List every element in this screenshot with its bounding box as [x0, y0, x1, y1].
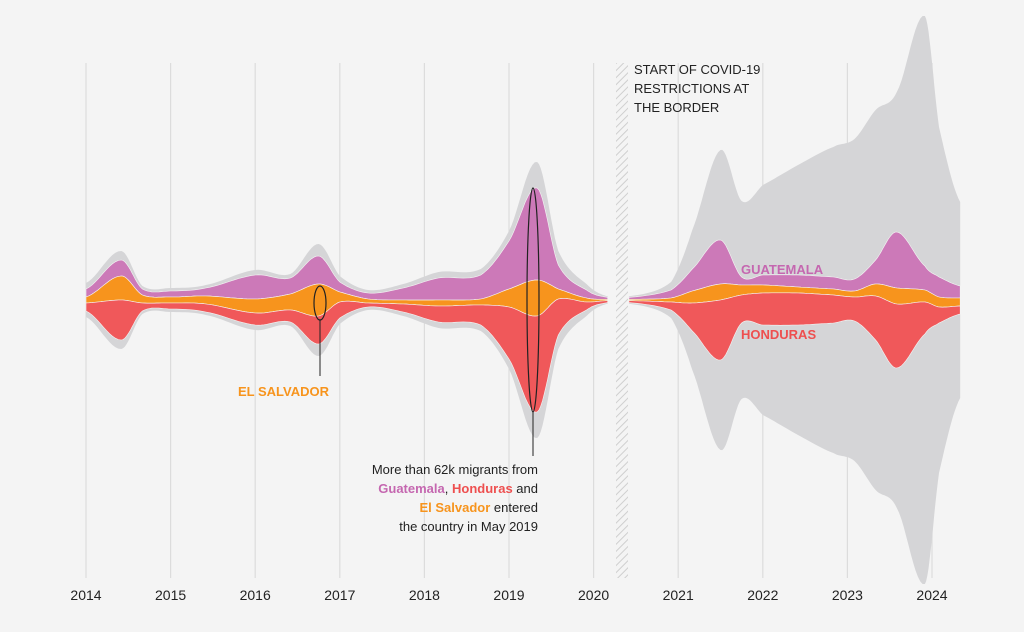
tick-label-2019: 2019 — [493, 587, 524, 603]
annotation-text: and — [516, 481, 538, 496]
tick-label-2022: 2022 — [747, 587, 778, 603]
label-guatemala: GUATEMALA — [741, 262, 824, 277]
tick-label-2015: 2015 — [155, 587, 186, 603]
tick-label-2021: 2021 — [663, 587, 694, 603]
streams — [85, 16, 961, 584]
covid-annotation: START OF COVID-19 RESTRICTIONS AT THE BO… — [634, 62, 761, 115]
tick-label-2017: 2017 — [324, 587, 355, 603]
annotation-text: the country in May 2019 — [399, 519, 538, 534]
tick-label-2018: 2018 — [409, 587, 440, 603]
stream-honduras-segment-2 — [628, 292, 961, 369]
annotation-text: , — [444, 481, 449, 496]
tick-label-2020: 2020 — [578, 587, 609, 603]
annotation-text: More than 62k migrants from — [371, 462, 538, 477]
tick-label-2024: 2024 — [916, 587, 947, 603]
tick-label-2014: 2014 — [70, 587, 101, 603]
label-honduras: HONDURAS — [741, 327, 816, 342]
annotation-el-salvador: El Salvador — [419, 500, 491, 515]
tick-label-2016: 2016 — [240, 587, 271, 603]
annotation-text: entered — [493, 500, 538, 515]
x-axis-ticks: 2014 2015 2016 2017 2018 2019 2020 2021 2022 2023… — [70, 587, 947, 603]
label-el-salvador: EL SALVADOR — [238, 384, 330, 399]
stream-honduras-segment-1 — [85, 298, 608, 413]
annotation-honduras: Honduras — [452, 481, 513, 496]
may-2019-annotation: More than 62k migrants from Guatemala, H… — [340, 460, 538, 536]
annotation-guatemala: Guatemala — [378, 481, 445, 496]
tick-label-2023: 2023 — [832, 587, 863, 603]
covid-hatched-band — [616, 63, 628, 578]
